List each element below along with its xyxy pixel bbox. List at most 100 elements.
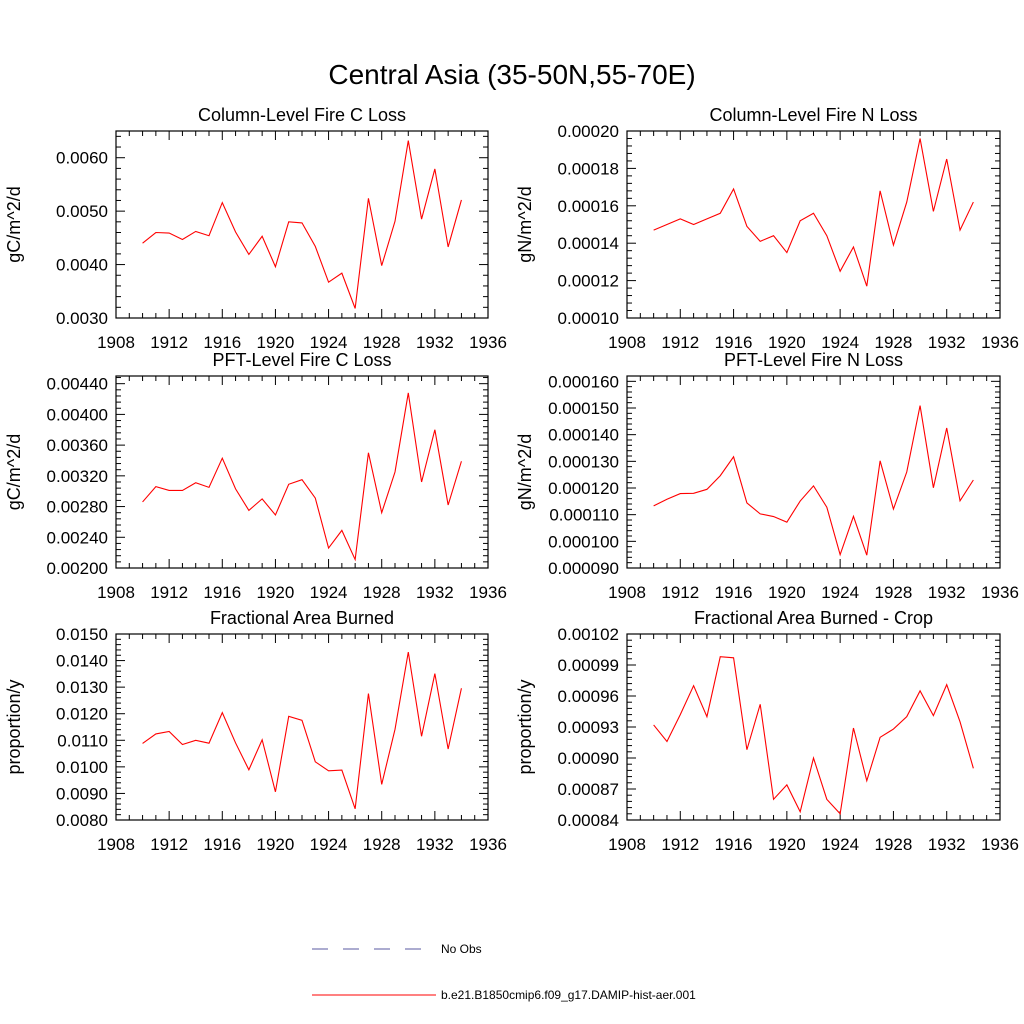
x-tick-label: 1936 xyxy=(469,583,507,602)
x-tick-label: 1928 xyxy=(875,835,913,854)
panel-title: Column-Level Fire C Loss xyxy=(198,105,406,125)
y-axis-label: proportion/y xyxy=(515,679,535,774)
x-tick-label: 1920 xyxy=(768,835,806,854)
panels: 1908 1912 1916 1920 1924 1928 1932 1936 0.0030 0.… xyxy=(4,105,1019,854)
x-tick-label: 1928 xyxy=(875,583,913,602)
panel-title: PFT-Level Fire N Loss xyxy=(724,350,903,370)
x-tick-label: 1936 xyxy=(981,583,1019,602)
x-tick-label: 1936 xyxy=(469,333,507,352)
y-tick-label: 0.00018 xyxy=(558,159,619,178)
x-tick-label: 1936 xyxy=(469,835,507,854)
y-tick-label: 0.00090 xyxy=(558,749,619,768)
series-line xyxy=(142,651,462,810)
y-tick-label: 0.000110 xyxy=(549,506,619,525)
y-tick-label: 0.000150 xyxy=(548,399,619,418)
x-tick-label: 1908 xyxy=(97,583,135,602)
series-line xyxy=(653,656,974,816)
x-tick-label: 1920 xyxy=(768,583,806,602)
x-tick-label: 1932 xyxy=(928,835,966,854)
chart-panel: 1908 1912 1916 1920 1924 1928 1932 1936 0.00010 0… xyxy=(515,105,1019,352)
y-tick-label: 0.000090 xyxy=(548,559,619,578)
x-tick-label: 1928 xyxy=(363,333,401,352)
x-tick-label: 1916 xyxy=(203,333,241,352)
x-tick-label: 1912 xyxy=(661,583,699,602)
y-tick-label: 0.00016 xyxy=(558,197,619,216)
y-tick-label: 0.00010 xyxy=(558,309,619,328)
y-tick-label: 0.0040 xyxy=(56,256,108,275)
y-tick-label: 0.0150 xyxy=(56,625,108,644)
y-tick-label: 0.00240 xyxy=(47,528,108,547)
y-tick-label: 0.00320 xyxy=(47,467,108,486)
x-tick-label: 1924 xyxy=(821,835,859,854)
x-tick-label: 1912 xyxy=(150,835,188,854)
x-tick-label: 1916 xyxy=(715,835,753,854)
x-tick-label: 1920 xyxy=(257,583,295,602)
y-tick-label: 0.00200 xyxy=(47,559,108,578)
y-tick-label: 0.0130 xyxy=(56,678,108,697)
x-tick-label: 1924 xyxy=(310,333,348,352)
y-tick-label: 0.00440 xyxy=(47,375,108,394)
x-tick-label: 1936 xyxy=(981,835,1019,854)
x-tick-label: 1916 xyxy=(203,835,241,854)
chart-panel: 1908 1912 1916 1920 1924 1928 1932 1936 0.000090… xyxy=(515,350,1019,602)
y-tick-label: 0.000130 xyxy=(548,452,619,471)
x-tick-label: 1908 xyxy=(608,333,646,352)
y-tick-label: 0.00099 xyxy=(558,656,619,675)
x-tick-label: 1916 xyxy=(715,333,753,352)
y-axis-label: gN/m^2/d xyxy=(515,434,535,510)
panel-title: Fractional Area Burned xyxy=(210,608,394,628)
x-tick-label: 1928 xyxy=(363,583,401,602)
x-tick-label: 1924 xyxy=(310,583,348,602)
y-tick-label: 0.000100 xyxy=(548,532,619,551)
plot-frame xyxy=(626,633,1001,821)
panel-title: Column-Level Fire N Loss xyxy=(709,105,917,125)
plot-frame xyxy=(115,130,489,319)
chart-panel: 1908 1912 1916 1920 1924 1928 1932 1936 0.0030 0.… xyxy=(4,105,507,352)
x-tick-label: 1928 xyxy=(363,835,401,854)
x-tick-label: 1912 xyxy=(661,333,699,352)
y-tick-label: 0.00014 xyxy=(558,234,619,253)
y-tick-label: 0.0090 xyxy=(56,784,108,803)
x-tick-label: 1920 xyxy=(768,333,806,352)
x-tick-label: 1932 xyxy=(416,835,454,854)
y-tick-label: 0.00096 xyxy=(558,687,619,706)
x-tick-label: 1932 xyxy=(416,583,454,602)
plot-frame xyxy=(626,130,1001,319)
y-tick-label: 0.00400 xyxy=(47,405,108,424)
x-tick-label: 1928 xyxy=(875,333,913,352)
x-tick-label: 1916 xyxy=(203,583,241,602)
chart-panel: 1908 1912 1916 1920 1924 1928 1932 1936 0.0080 0.… xyxy=(4,608,507,854)
y-tick-label: 0.00360 xyxy=(47,436,108,455)
y-tick-label: 0.0050 xyxy=(56,202,108,221)
y-axis-label: gC/m^2/d xyxy=(4,186,24,262)
x-tick-label: 1924 xyxy=(310,835,348,854)
y-axis-label: gN/m^2/d xyxy=(515,186,535,262)
y-tick-label: 0.00087 xyxy=(558,780,619,799)
chart-panel: 1908 1912 1916 1920 1924 1928 1932 1936 0.00084 0… xyxy=(515,608,1019,854)
x-tick-label: 1912 xyxy=(661,835,699,854)
plot-frame xyxy=(115,375,489,569)
y-tick-label: 0.00280 xyxy=(47,498,108,517)
x-tick-label: 1924 xyxy=(821,333,859,352)
x-tick-label: 1920 xyxy=(257,835,295,854)
x-tick-label: 1924 xyxy=(821,583,859,602)
legend-label-no-obs: No Obs xyxy=(441,942,482,956)
x-tick-label: 1916 xyxy=(715,583,753,602)
y-tick-label: 0.00093 xyxy=(558,718,619,737)
y-tick-label: 0.00084 xyxy=(558,811,619,830)
y-tick-label: 0.00012 xyxy=(558,272,619,291)
series-line xyxy=(142,140,462,309)
y-axis-label: proportion/y xyxy=(4,679,24,774)
panel-title: PFT-Level Fire C Loss xyxy=(212,350,391,370)
y-tick-label: 0.0080 xyxy=(56,811,108,830)
y-tick-label: 0.000140 xyxy=(548,426,619,445)
plot-frame xyxy=(115,633,489,821)
chart-panel: 1908 1912 1916 1920 1924 1928 1932 1936 0.00200 0… xyxy=(4,350,507,602)
x-tick-label: 1908 xyxy=(97,333,135,352)
x-tick-label: 1912 xyxy=(150,333,188,352)
x-tick-label: 1936 xyxy=(981,333,1019,352)
figure-title: Central Asia (35-50N,55-70E) xyxy=(328,59,695,90)
legend: No Obs b.e21.B1850cmip6.f09_g17.DAMIP-hi… xyxy=(312,942,696,1002)
series-line xyxy=(653,405,974,557)
